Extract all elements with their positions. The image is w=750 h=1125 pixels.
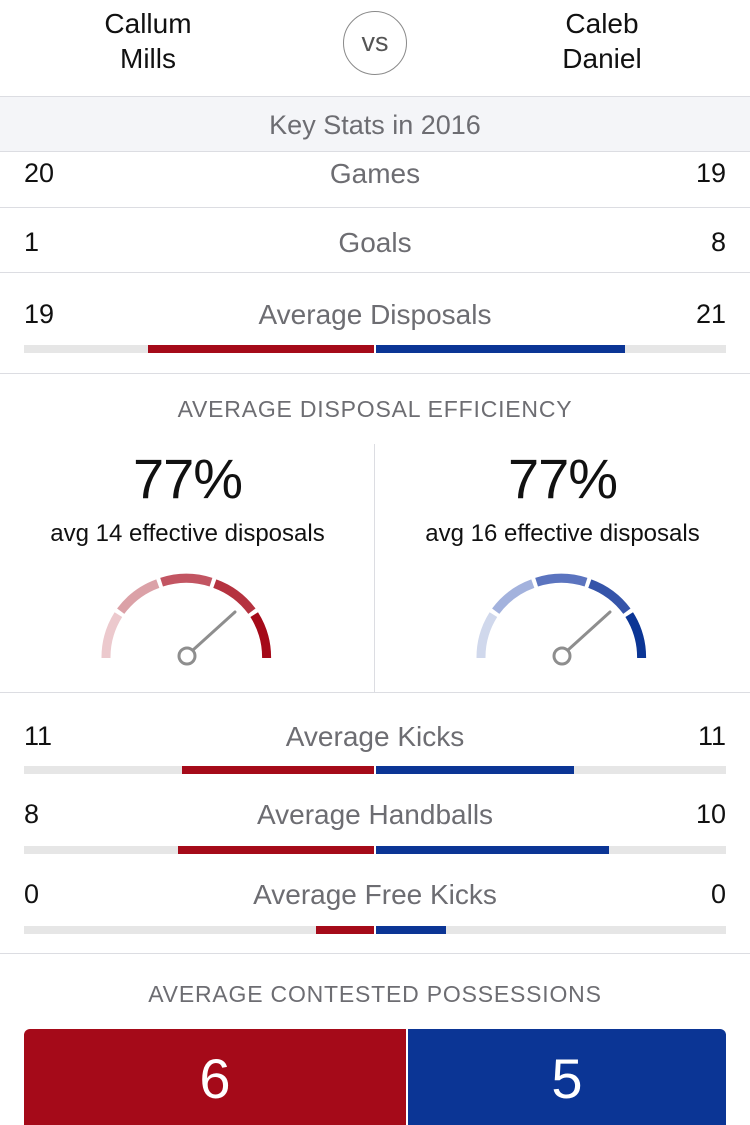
efficiency-right-percent: 77% — [507, 447, 618, 510]
divider — [0, 207, 750, 208]
kicks-right-value: 11 — [697, 721, 726, 751]
handballs-label: Average Handballs — [256, 799, 494, 830]
disposals-left-fill — [148, 345, 374, 353]
efficiency-left-subtitle: avg 14 effective disposals — [50, 520, 325, 547]
efficiency-right-subtitle: avg 16 effective disposals — [425, 520, 700, 547]
handballs-comparison-bar — [24, 846, 726, 854]
handballs-left-fill — [178, 846, 374, 854]
stat-row-games: 20 Games 19 — [0, 152, 750, 208]
kicks-left-value: 11 — [24, 721, 53, 751]
stat-row-average-free-kicks: 0 Average Free Kicks 0 — [0, 855, 750, 953]
goals-right-value: 8 — [710, 227, 726, 257]
divider — [0, 692, 750, 693]
contested-left-value: 6 — [24, 1029, 406, 1125]
free-kicks-right-value: 0 — [710, 879, 726, 909]
disposals-right-fill — [376, 345, 625, 353]
efficiency-left-panel: 77% avg 14 effective disposals — [0, 444, 375, 692]
efficiency-title: AVERAGE DISPOSAL EFFICIENCY — [177, 396, 573, 422]
stat-row-average-handballs: 8 Average Handballs 10 — [0, 775, 750, 855]
games-right-value: 19 — [695, 158, 726, 188]
goals-left-value: 1 — [24, 227, 40, 257]
stat-row-average-kicks: 11 Average Kicks 11 — [0, 693, 750, 775]
handballs-right-fill — [376, 846, 609, 854]
comparison-header: Callum Mills vs Caleb Daniel — [0, 0, 750, 96]
games-label: Games — [329, 158, 421, 189]
efficiency-left-percent: 77% — [132, 447, 243, 510]
player-left-first-name: Callum — [104, 8, 192, 39]
divider — [0, 373, 750, 374]
disposals-label: Average Disposals — [258, 299, 492, 330]
vs-badge: vs — [343, 11, 407, 75]
handballs-left-value: 8 — [24, 799, 40, 829]
contested-title: AVERAGE CONTESTED POSSESSIONS — [148, 981, 602, 1007]
contested-right-value: 5 — [408, 1029, 726, 1125]
efficiency-right-gauge-icon — [476, 573, 647, 666]
stat-row-goals: 1 Goals 8 — [0, 208, 750, 272]
player-right-name[interactable]: Caleb Daniel — [482, 6, 722, 76]
disposals-comparison-bar — [24, 345, 726, 353]
goals-label: Goals — [338, 227, 412, 258]
free-kicks-comparison-bar — [24, 926, 726, 934]
player-right-first-name: Caleb — [565, 8, 639, 39]
stat-row-average-disposals: 19 Average Disposals 21 — [0, 273, 750, 373]
efficiency-right-panel: 77% avg 16 effective disposals — [375, 444, 750, 692]
efficiency-left-gauge-icon — [101, 573, 272, 666]
free-kicks-label: Average Free Kicks — [253, 879, 497, 910]
player-right-last-name: Daniel — [562, 43, 642, 74]
section-title: Key Stats in 2016 — [0, 96, 750, 152]
kicks-right-fill — [376, 766, 574, 774]
disposals-left-value: 19 — [24, 299, 55, 329]
efficiency-divider — [374, 444, 375, 692]
divider — [0, 953, 750, 954]
disposals-right-value: 21 — [695, 299, 726, 329]
player-left-name[interactable]: Callum Mills — [28, 6, 268, 76]
player-left-last-name: Mills — [120, 43, 176, 74]
free-kicks-right-fill — [376, 926, 446, 934]
free-kicks-left-fill — [316, 926, 374, 934]
kicks-label: Average Kicks — [285, 721, 465, 752]
divider — [0, 272, 750, 273]
kicks-comparison-bar — [24, 766, 726, 774]
free-kicks-left-value: 0 — [24, 879, 40, 909]
games-left-value: 20 — [24, 158, 55, 188]
handballs-right-value: 10 — [695, 799, 726, 829]
kicks-left-fill — [182, 766, 374, 774]
